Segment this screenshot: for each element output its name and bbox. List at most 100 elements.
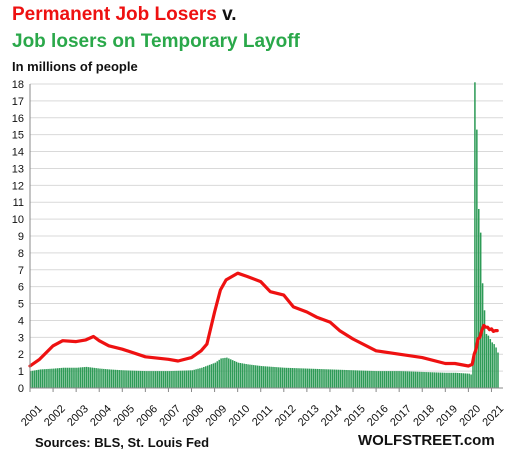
temporary-layoff-bar	[151, 371, 153, 388]
temporary-layoff-bar	[254, 365, 257, 388]
temporary-layoff-bar	[337, 369, 340, 388]
temporary-layoff-bar	[385, 371, 388, 388]
temporary-layoff-bar	[103, 368, 105, 388]
temporary-layoff-bar	[76, 367, 78, 388]
temporary-layoff-bar	[208, 364, 211, 388]
temporary-layoff-bar	[193, 369, 195, 388]
temporary-layoff-bar	[158, 371, 161, 388]
temporary-layoff-bar	[95, 368, 97, 388]
temporary-layoff-bar	[351, 370, 353, 388]
temporary-layoff-bar	[378, 371, 380, 388]
temporary-layoff-bar	[218, 359, 220, 388]
temporary-layoff-bar	[362, 370, 365, 388]
temporary-layoff-bar	[60, 367, 63, 388]
temporary-layoff-bar	[333, 369, 336, 388]
temporary-layoff-bar	[281, 367, 284, 388]
temporary-layoff-bar	[301, 368, 303, 388]
x-tick-label: 2007	[157, 403, 183, 429]
temporary-layoff-bar	[101, 368, 103, 388]
temporary-layoff-bar	[79, 367, 82, 388]
temporary-layoff-bar	[224, 357, 226, 388]
y-tick-label: 6	[18, 282, 24, 294]
temporary-layoff-bar	[408, 371, 411, 388]
temporary-layoff-bar	[456, 372, 459, 388]
temporary-layoff-bar	[156, 371, 159, 388]
line-series	[28, 271, 499, 368]
temporary-layoff-bar	[62, 367, 65, 388]
y-tick-label: 1	[18, 366, 24, 378]
temporary-layoff-bar	[87, 367, 90, 388]
temporary-layoff-bar	[478, 208, 480, 388]
temporary-layoff-bar	[189, 370, 192, 388]
temporary-layoff-bar	[331, 369, 334, 388]
temporary-layoff-bar	[299, 368, 301, 388]
temporary-layoff-bar	[460, 373, 463, 388]
x-tick-label: 2020	[457, 403, 483, 429]
temporary-layoff-bar	[328, 369, 330, 388]
temporary-layoff-bar	[241, 363, 244, 388]
temporary-layoff-bar	[68, 367, 70, 388]
temporary-layoff-bar	[54, 368, 57, 388]
temporary-layoff-bar	[391, 371, 394, 388]
y-tick-label: 4	[18, 315, 24, 327]
temporary-layoff-bar	[393, 371, 395, 388]
temporary-layoff-bar	[274, 367, 276, 388]
temporary-layoff-bar	[176, 370, 178, 388]
temporary-layoff-bar	[403, 371, 405, 388]
temporary-layoff-bar	[74, 367, 76, 388]
temporary-layoff-bar	[83, 367, 86, 388]
y-tick-label: 2	[18, 349, 24, 361]
temporary-layoff-bar	[181, 370, 184, 388]
temporary-layoff-bar	[110, 369, 113, 388]
temporary-layoff-bar	[276, 367, 278, 388]
temporary-layoff-bar	[222, 358, 224, 388]
temporary-layoff-bar	[266, 366, 269, 388]
temporary-layoff-bar	[178, 370, 180, 388]
y-tick-label: 18	[12, 79, 24, 91]
temporary-layoff-bar	[118, 370, 120, 388]
temporary-layoff-bar	[306, 368, 309, 388]
temporary-layoff-bar	[389, 371, 392, 388]
temporary-layoff-bar	[347, 370, 349, 388]
temporary-layoff-bar	[272, 366, 274, 388]
temporary-layoff-bar	[164, 371, 167, 388]
temporary-layoff-bar	[239, 363, 242, 388]
temporary-layoff-bar	[51, 368, 53, 388]
temporary-layoff-bar	[251, 364, 253, 388]
chart-title: Permanent Job Losers v.	[12, 4, 237, 26]
temporary-layoff-bar	[308, 368, 311, 388]
temporary-layoff-bar	[128, 370, 130, 388]
temporary-layoff-bar	[451, 372, 453, 388]
temporary-layoff-bar	[466, 373, 468, 388]
temporary-layoff-bar	[39, 369, 42, 388]
temporary-layoff-bar	[487, 335, 490, 388]
y-tick-label: 16	[12, 113, 24, 125]
temporary-layoff-bar	[441, 372, 443, 388]
temporary-layoff-bar	[291, 368, 294, 388]
temporary-layoff-bar	[201, 367, 203, 388]
temporary-layoff-bar	[260, 366, 263, 388]
temporary-layoff-bar	[220, 358, 222, 388]
temporary-layoff-bar	[135, 370, 138, 388]
temporary-layoff-bar	[349, 370, 351, 388]
temporary-layoff-bar	[472, 357, 474, 388]
temporary-layoff-bar	[93, 367, 95, 388]
temporary-layoff-bar	[401, 371, 403, 388]
temporary-layoff-bar	[399, 371, 401, 388]
temporary-layoff-bar	[264, 366, 267, 388]
temporary-layoff-bar	[304, 368, 307, 388]
temporary-layoff-bar	[126, 370, 128, 388]
temporary-layoff-bar	[104, 369, 107, 388]
temporary-layoff-bar	[262, 366, 265, 388]
temporary-layoff-bar	[454, 372, 457, 388]
bar-series	[30, 82, 499, 389]
temporary-layoff-bar	[464, 373, 467, 388]
x-tick-label: 2004	[88, 403, 114, 429]
temporary-layoff-bar	[381, 371, 384, 388]
temporary-layoff-bar	[78, 367, 80, 388]
temporary-layoff-bar	[114, 369, 117, 388]
temporary-layoff-bar	[376, 371, 378, 388]
temporary-layoff-bar	[256, 365, 259, 388]
